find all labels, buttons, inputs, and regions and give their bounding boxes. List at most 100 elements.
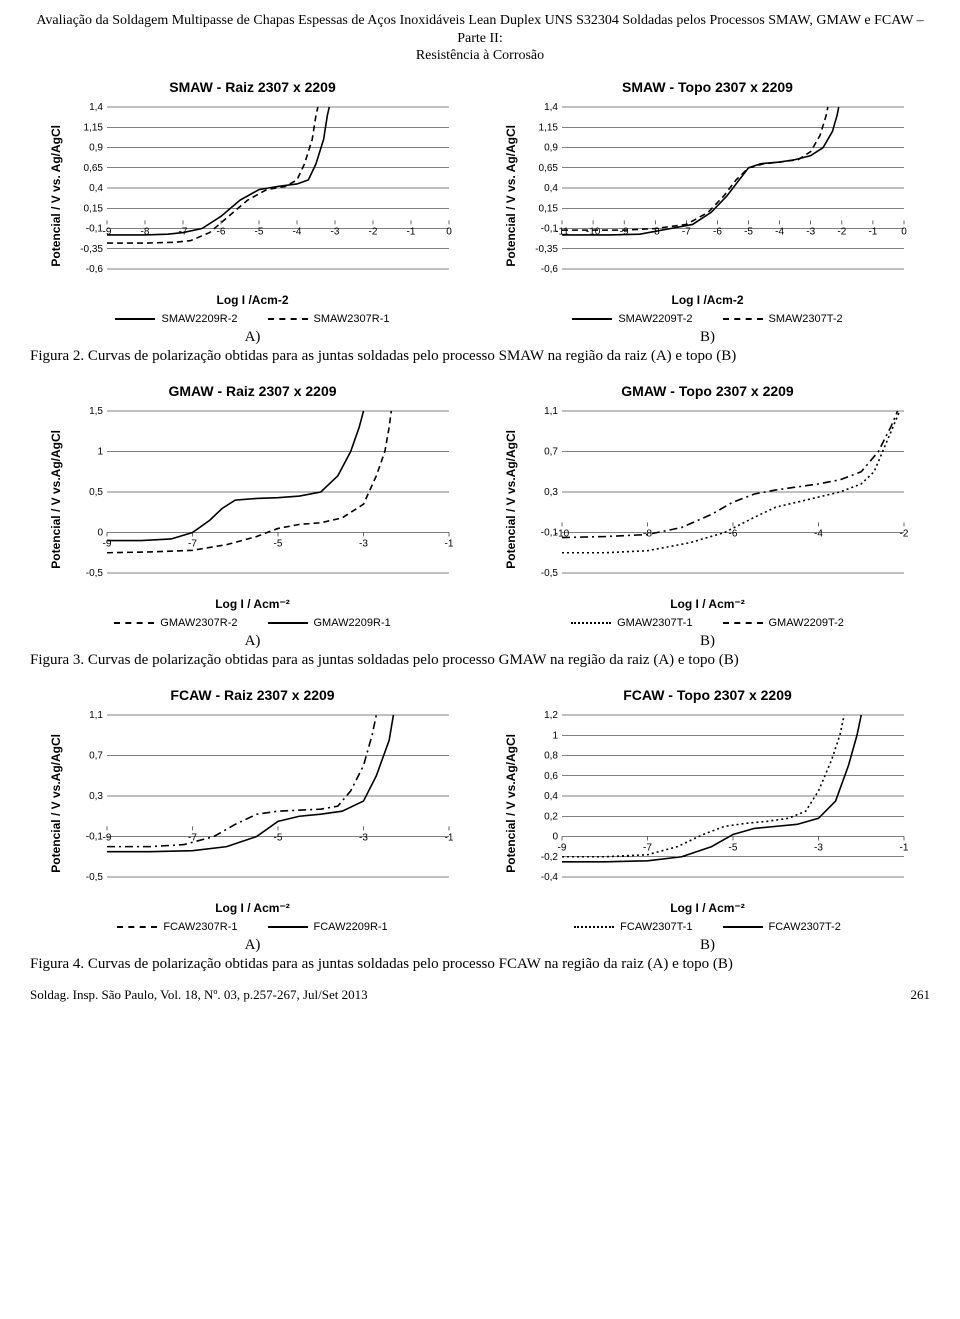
svg-text:0,65: 0,65	[538, 162, 558, 173]
panel-smaw-b: SMAW - Topo 2307 x 2209 Potencial / V vs…	[485, 75, 930, 346]
svg-text:-0,35: -0,35	[80, 243, 103, 254]
svg-text:0,4: 0,4	[544, 183, 558, 194]
label-b-1: B)	[700, 329, 715, 346]
svg-text:-3: -3	[359, 832, 368, 843]
svg-text:-7: -7	[188, 538, 197, 549]
svg-text:-7: -7	[643, 842, 652, 853]
xlabel-gmaw-b: Log I / Acm⁻²	[670, 597, 745, 611]
xlabel-smaw-b: Log I /Acm-2	[671, 293, 743, 307]
svg-text:0: 0	[552, 831, 558, 842]
svg-text:-5: -5	[728, 842, 737, 853]
svg-text:0,3: 0,3	[89, 791, 103, 802]
svg-text:-0,2: -0,2	[540, 851, 558, 862]
svg-text:1,1: 1,1	[544, 406, 558, 417]
label-a-2: A)	[245, 633, 261, 650]
svg-text:1: 1	[552, 730, 558, 741]
title-gmaw-b: GMAW - Topo 2307 x 2209	[621, 383, 793, 399]
svg-text:0: 0	[901, 226, 907, 237]
row-smaw: SMAW - Raiz 2307 x 2209 Potencial / V vs…	[30, 75, 930, 346]
label-b-3: B)	[700, 937, 715, 954]
header-line1: Avaliação da Soldagem Multipasse de Chap…	[36, 13, 923, 46]
svg-text:-0,4: -0,4	[540, 872, 558, 883]
svg-text:-6: -6	[713, 226, 722, 237]
svg-text:-0,35: -0,35	[535, 243, 558, 254]
label-a-1: A)	[245, 329, 261, 346]
legend-gmaw-b: GMAW2307T-1 GMAW2209T-2	[571, 617, 844, 629]
svg-text:0,2: 0,2	[544, 811, 558, 822]
svg-text:-1: -1	[444, 538, 453, 549]
title-fcaw-a: FCAW - Raiz 2307 x 2209	[170, 687, 334, 703]
chart-fcaw-b: -0,4-0,200,20,40,60,811,2-9-7-5-3-1	[522, 709, 912, 899]
chart-gmaw-b: -0,5-0,10,30,71,1-10-8-6-4-2	[522, 405, 912, 595]
svg-text:0,15: 0,15	[538, 203, 558, 214]
svg-text:-0,5: -0,5	[540, 568, 558, 579]
legend-fcaw-b: FCAW2307T-1 FCAW2307T-2	[574, 921, 841, 933]
svg-text:-9: -9	[619, 226, 628, 237]
svg-text:-3: -3	[806, 226, 815, 237]
svg-text:-6: -6	[216, 226, 225, 237]
title-smaw-b: SMAW - Topo 2307 x 2209	[622, 79, 793, 95]
ylabel-fcaw-b: Potencial / V vs.Ag/AgCl	[504, 734, 518, 873]
svg-text:1,4: 1,4	[89, 102, 103, 113]
legend-fcaw-a: FCAW2307R-1 FCAW2209R-1	[117, 921, 387, 933]
svg-text:-0,6: -0,6	[540, 264, 558, 275]
legend-smaw-a: SMAW2209R-2 SMAW2307R-1	[115, 313, 389, 325]
svg-text:-0,5: -0,5	[85, 872, 103, 883]
page-footer: Soldag. Insp. São Paulo, Vol. 18, Nº. 03…	[30, 987, 930, 1003]
svg-text:-3: -3	[359, 538, 368, 549]
svg-text:-1: -1	[444, 832, 453, 843]
svg-text:0,5: 0,5	[89, 487, 103, 498]
xlabel-fcaw-b: Log I / Acm⁻²	[670, 901, 745, 915]
svg-text:-1: -1	[899, 842, 908, 853]
xlabel-gmaw-a: Log I / Acm⁻²	[215, 597, 290, 611]
svg-text:0: 0	[446, 226, 452, 237]
svg-text:-4: -4	[292, 226, 301, 237]
svg-text:-5: -5	[273, 832, 282, 843]
svg-text:-1: -1	[406, 226, 415, 237]
svg-text:1,15: 1,15	[538, 122, 558, 133]
ylabel-smaw-a: Potencial / V vs. Ag/AgCl	[49, 125, 63, 267]
label-b-2: B)	[700, 633, 715, 650]
caption-fig3: Figura 3. Curvas de polarização obtidas …	[30, 652, 930, 669]
label-a-3: A)	[245, 937, 261, 954]
panel-gmaw-a: GMAW - Raiz 2307 x 2209 Potencial / V vs…	[30, 379, 475, 650]
page-header: Avaliação da Soldagem Multipasse de Chap…	[30, 12, 930, 65]
svg-text:0,4: 0,4	[89, 183, 103, 194]
svg-text:-2: -2	[837, 226, 846, 237]
svg-text:0,3: 0,3	[544, 487, 558, 498]
svg-text:1,1: 1,1	[89, 710, 103, 721]
svg-text:-7: -7	[681, 226, 690, 237]
xlabel-fcaw-a: Log I / Acm⁻²	[215, 901, 290, 915]
row-fcaw: FCAW - Raiz 2307 x 2209 Potencial / V vs…	[30, 683, 930, 954]
svg-text:-3: -3	[330, 226, 339, 237]
svg-text:-0,5: -0,5	[85, 568, 103, 579]
svg-text:1,4: 1,4	[544, 102, 558, 113]
ylabel-gmaw-a: Potencial / V vs.Ag/AgCl	[49, 430, 63, 569]
svg-text:1: 1	[97, 446, 103, 457]
svg-text:-5: -5	[744, 226, 753, 237]
svg-text:-5: -5	[273, 538, 282, 549]
chart-gmaw-a: -0,500,511,5-9-7-5-3-1	[67, 405, 457, 595]
svg-text:-4: -4	[775, 226, 784, 237]
svg-text:-1: -1	[868, 226, 877, 237]
chart-fcaw-a: -0,5-0,10,30,71,1-9-7-5-3-1	[67, 709, 457, 899]
title-smaw-a: SMAW - Raiz 2307 x 2209	[169, 79, 336, 95]
caption-fig2: Figura 2. Curvas de polarização obtidas …	[30, 348, 930, 365]
title-fcaw-b: FCAW - Topo 2307 x 2209	[623, 687, 792, 703]
svg-text:0,6: 0,6	[544, 770, 558, 781]
caption-fig4: Figura 4. Curvas de polarização obtidas …	[30, 956, 930, 973]
svg-text:-7: -7	[188, 832, 197, 843]
svg-text:-2: -2	[899, 528, 908, 539]
svg-text:-2: -2	[368, 226, 377, 237]
svg-text:0,4: 0,4	[544, 791, 558, 802]
svg-text:0,65: 0,65	[83, 162, 103, 173]
panel-gmaw-b: GMAW - Topo 2307 x 2209 Potencial / V vs…	[485, 379, 930, 650]
panel-smaw-a: SMAW - Raiz 2307 x 2209 Potencial / V vs…	[30, 75, 475, 346]
svg-text:-0,1: -0,1	[85, 223, 103, 234]
chart-smaw-a: -0,6-0,35-0,10,150,40,650,91,151,4-9-8-7…	[67, 101, 457, 291]
ylabel-smaw-b: Potencial / V vs. Ag/AgCl	[504, 125, 518, 267]
ylabel-gmaw-b: Potencial / V vs.Ag/AgCl	[504, 430, 518, 569]
footer-left: Soldag. Insp. São Paulo, Vol. 18, Nº. 03…	[30, 987, 368, 1003]
svg-text:0,8: 0,8	[544, 750, 558, 761]
legend-smaw-b: SMAW2209T-2 SMAW2307T-2	[572, 313, 842, 325]
